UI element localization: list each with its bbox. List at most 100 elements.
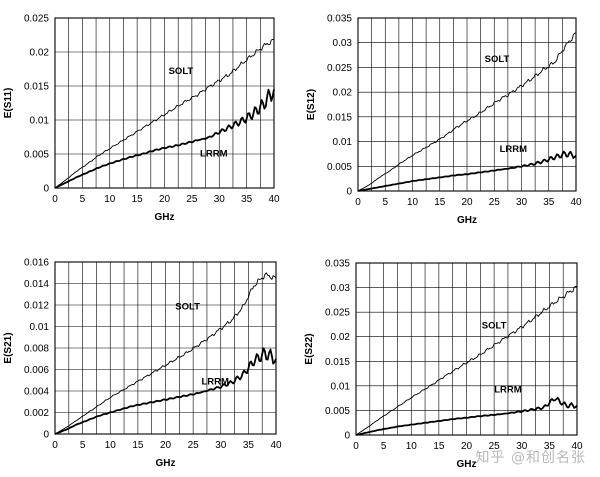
y-tick-label: 0.025 [24, 14, 49, 25]
x-tick-label: 0 [52, 440, 58, 451]
series-line-solt [54, 272, 277, 435]
series-label-lrrm: LRRM [200, 149, 228, 160]
grid [356, 263, 577, 435]
chart-panel-4: 0 5 10 15 20 25 30 35 40 0 0.005 0.01 0.015 0.02 0.025… [304, 259, 583, 471]
y-axis-title: E(S11) [3, 88, 14, 119]
x-tick-label: 35 [544, 441, 556, 452]
series-label-solt: SOLT [175, 301, 200, 312]
y-axis-title: E(S12) [306, 89, 317, 120]
y-tick-label: 0.02 [333, 88, 353, 99]
x-tick-label: 10 [104, 194, 116, 205]
x-tick-label: 35 [243, 440, 255, 451]
x-axis-title: GHz [156, 458, 176, 469]
x-tick-label: 30 [516, 441, 528, 452]
y-tick-label: 0.005 [24, 150, 49, 161]
plot-frame [54, 261, 277, 435]
y-tick-label: 0.005 [327, 162, 352, 173]
y-tick-label: 0.005 [325, 406, 350, 417]
y-tick-label: 0.025 [325, 308, 350, 319]
x-tick-label: 0 [355, 197, 361, 208]
series-label-solt: SOLT [485, 54, 510, 65]
x-tick-label: 25 [188, 440, 200, 451]
x-tick-label: 0 [52, 194, 58, 205]
series-line-solt [357, 32, 577, 192]
x-tick-label: 20 [160, 440, 172, 451]
x-axis-title: GHz [457, 215, 477, 226]
x-tick-label: 30 [215, 440, 227, 451]
watermark-text: 知乎 @和创名张 [475, 450, 586, 466]
x-tick-label: 5 [80, 194, 86, 205]
y-tick-label: 0.015 [327, 112, 352, 123]
y-tick-label: 0.01 [333, 137, 353, 148]
series-line-lrrm [357, 150, 577, 192]
y-tick-label: 0.004 [24, 387, 49, 398]
x-tick-label: 35 [241, 194, 253, 205]
x-tick-label: 20 [159, 194, 171, 205]
y-tick-label: 0.008 [24, 344, 49, 355]
plot-frame [357, 17, 577, 192]
y-tick-label: 0.015 [325, 357, 350, 368]
x-tick-label: 40 [571, 441, 583, 452]
x-tick-label: 15 [434, 197, 446, 208]
x-tick-label: 20 [461, 441, 473, 452]
x-tick-label: 20 [461, 197, 473, 208]
x-tick-label: 25 [489, 441, 501, 452]
series-line-lrrm [355, 396, 578, 436]
series-label-solt: SOLT [169, 66, 194, 77]
x-tick-label: 40 [270, 440, 282, 451]
y-tick-label: 0.01 [30, 322, 50, 333]
y-tick-label: 0.015 [24, 82, 49, 93]
y-axis-title: E(S21) [3, 332, 14, 363]
x-tick-label: 40 [268, 194, 280, 205]
x-axis-title: GHz [457, 459, 477, 470]
x-tick-label: 10 [407, 197, 419, 208]
chart-panel-3: 0 5 10 15 20 25 30 35 40 0 0.002 0.004 0.006 0.008 0.0… [3, 258, 282, 470]
x-tick-label: 40 [570, 197, 582, 208]
y-tick-label: 0.012 [24, 301, 49, 312]
y-axis-title: E(S22) [304, 333, 315, 364]
y-tick-label: 0.006 [24, 365, 49, 376]
x-tick-label: 25 [186, 194, 198, 205]
y-tick-label: 0.01 [30, 116, 50, 127]
plot-frame [355, 262, 578, 436]
y-tick-label: 0 [344, 431, 350, 442]
plot-frame [54, 17, 275, 189]
x-tick-label: 5 [382, 197, 388, 208]
y-tick-label: 0 [43, 430, 49, 441]
x-tick-label: 10 [105, 440, 117, 451]
chart-panel-1: 0 5 10 15 20 25 30 35 40 0 0.005 0.01 0.015 0.02 0.025… [3, 14, 280, 224]
y-tick-label: 0.03 [331, 283, 351, 294]
series-line-lrrm [54, 347, 277, 435]
chart-panel-2: 0 5 10 15 20 25 30 35 40 0 0.005 0.01 0.015 0.02 0.025… [306, 14, 582, 227]
x-tick-label: 30 [214, 194, 226, 205]
y-tick-label: 0 [43, 184, 49, 195]
x-tick-label: 5 [80, 440, 86, 451]
series-line-solt [355, 285, 578, 436]
x-tick-label: 15 [433, 441, 445, 452]
y-tick-label: 0.035 [327, 14, 352, 25]
x-tick-label: 10 [406, 441, 418, 452]
x-tick-label: 35 [543, 197, 555, 208]
series-label-lrrm: LRRM [201, 377, 229, 388]
x-tick-label: 5 [381, 441, 387, 452]
y-tick-label: 0.02 [331, 332, 351, 343]
series-label-lrrm: LRRM [494, 385, 522, 396]
y-tick-label: 0.035 [325, 259, 350, 270]
y-tick-label: 0.02 [30, 48, 50, 59]
x-axis-title: GHz [155, 212, 175, 223]
y-tick-label: 0 [346, 187, 352, 198]
grid [55, 262, 276, 434]
x-tick-label: 15 [132, 440, 144, 451]
x-tick-label: 25 [489, 197, 501, 208]
y-tick-label: 0.002 [24, 408, 49, 419]
x-tick-label: 30 [516, 197, 528, 208]
x-tick-label: 0 [353, 441, 359, 452]
series-line-solt [54, 38, 275, 189]
y-tick-label: 0.016 [24, 258, 49, 269]
series-label-solt: SOLT [482, 320, 507, 331]
y-tick-label: 0.01 [331, 381, 351, 392]
y-tick-label: 0.03 [333, 38, 353, 49]
grid [358, 18, 576, 191]
y-tick-label: 0.014 [24, 279, 49, 290]
